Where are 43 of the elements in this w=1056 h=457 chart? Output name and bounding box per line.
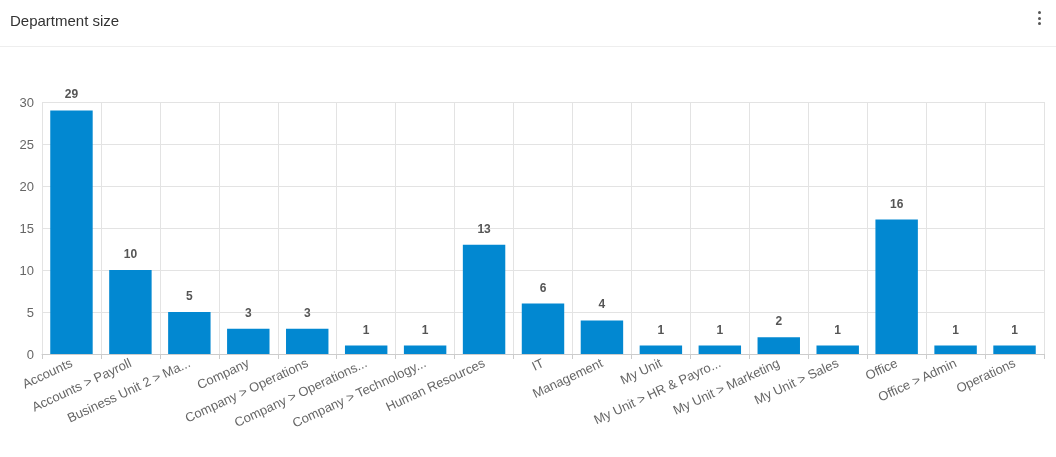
data-label: 1 (362, 322, 370, 337)
bar (816, 345, 859, 354)
bar (403, 345, 447, 354)
data-label: 1 (1011, 322, 1019, 337)
y-tick-label: 25 (19, 136, 34, 152)
y-tick-label: 0 (26, 346, 34, 362)
bar (168, 312, 211, 354)
bar (50, 110, 93, 354)
bar (462, 244, 506, 354)
bar (521, 303, 565, 354)
bar (934, 345, 977, 354)
data-label: 1 (716, 322, 724, 337)
y-tick-label: 20 (19, 178, 34, 194)
bar (698, 345, 742, 354)
y-tick-label: 30 (19, 94, 34, 110)
data-label: 2 (775, 314, 783, 329)
data-label: 1 (421, 322, 429, 337)
bar (227, 328, 270, 354)
bar (109, 270, 152, 354)
data-label: 6 (539, 280, 547, 295)
x-tick-label: Office (862, 355, 900, 384)
data-label: 3 (303, 305, 311, 320)
y-tick-label: 10 (19, 262, 34, 278)
data-label: 10 (123, 247, 138, 261)
data-label: 4 (598, 297, 606, 312)
data-label: 29 (64, 87, 79, 102)
bar (344, 345, 388, 354)
bar (875, 219, 918, 354)
data-label: 1 (657, 322, 665, 337)
data-label: 5 (186, 289, 194, 303)
bar (286, 328, 329, 354)
bar (639, 345, 683, 354)
data-label: 16 (889, 196, 904, 211)
bar (580, 320, 624, 354)
data-label: 3 (244, 305, 252, 320)
y-tick-label: 5 (26, 304, 34, 320)
data-label: 1 (952, 322, 960, 337)
data-label: 13 (477, 221, 492, 236)
bar (757, 337, 800, 354)
data-label: 1 (834, 322, 842, 337)
bar (993, 345, 1036, 354)
y-tick-label: 15 (19, 220, 34, 236)
chart-title: Department size (10, 12, 120, 29)
